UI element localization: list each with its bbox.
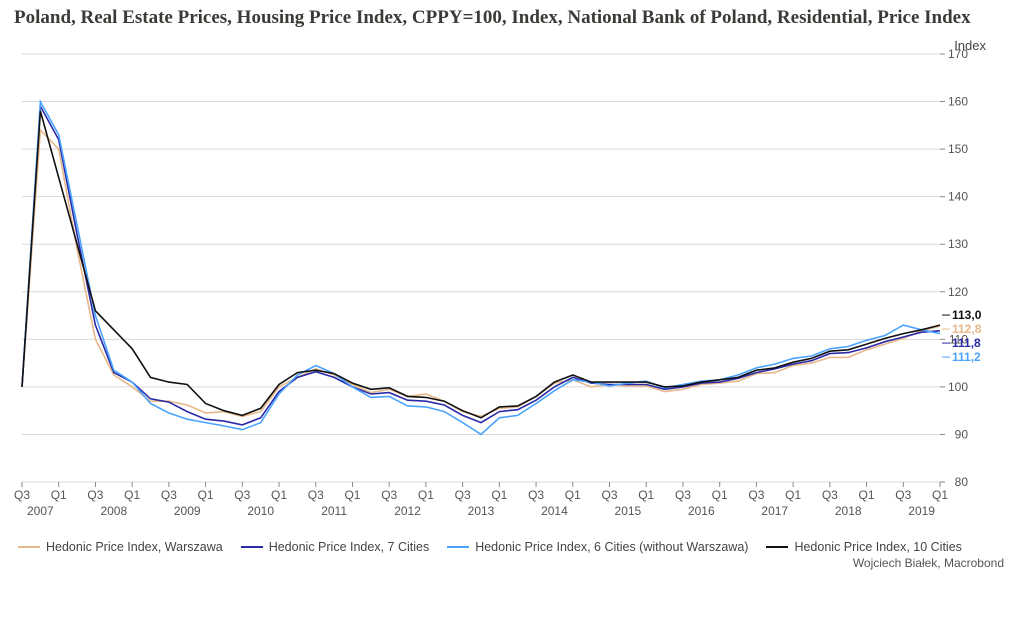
end-value-label: 111,8 [952,336,981,350]
x-year-label: 2011 [321,504,347,518]
series-cities10 [22,111,940,418]
legend-swatch [447,546,469,548]
x-year-label: 2019 [908,504,935,518]
x-quarter-label: Q1 [344,488,360,502]
legend-item-cities6: Hedonic Price Index, 6 Cities (without W… [447,540,748,554]
x-quarter-label: Q3 [675,488,691,502]
x-quarter-label: Q1 [565,488,581,502]
x-quarter-label: Q1 [785,488,801,502]
x-year-label: 2016 [688,504,715,518]
legend-item-cities10: Hedonic Price Index, 10 Cities [766,540,961,554]
y-tick-label: 120 [948,285,968,299]
x-quarter-label: Q1 [491,488,507,502]
legend-label: Hedonic Price Index, 10 Cities [794,540,961,554]
x-quarter-label: Q3 [14,488,30,502]
credit-line: Wojciech Białek, Macrobond [14,556,1010,570]
y-tick-label: 140 [948,189,968,203]
end-value-label: 113,0 [952,308,982,322]
series-warszawa [22,130,940,416]
legend-item-cities7: Hedonic Price Index, 7 Cities [241,540,430,554]
end-value-label: 111,2 [952,350,981,364]
x-year-label: 2007 [27,504,54,518]
series-cities7 [22,106,940,425]
legend-swatch [18,546,40,548]
x-quarter-label: Q1 [271,488,287,502]
x-year-label: 2018 [835,504,862,518]
y-tick-label: 100 [948,380,968,394]
x-quarter-label: Q3 [455,488,471,502]
x-quarter-label: Q3 [308,488,324,502]
chart-plot-area: Index8090100110120130140150160170Q3Q1Q3Q… [14,36,1010,536]
x-quarter-label: Q3 [602,488,618,502]
chart-container: Poland, Real Estate Prices, Housing Pric… [0,0,1024,628]
x-quarter-label: Q3 [528,488,544,502]
chart-svg: Index8090100110120130140150160170Q3Q1Q3Q… [14,36,1010,536]
y-tick-label: 90 [955,427,969,441]
x-quarter-label: Q1 [198,488,214,502]
x-year-label: 2017 [761,504,788,518]
legend: Hedonic Price Index, Warszawa Hedonic Pri… [14,540,1010,554]
x-quarter-label: Q3 [748,488,764,502]
legend-item-warszawa: Hedonic Price Index, Warszawa [18,540,223,554]
x-quarter-label: Q1 [418,488,434,502]
x-year-label: 2010 [247,504,274,518]
x-quarter-label: Q1 [124,488,140,502]
chart-title: Poland, Real Estate Prices, Housing Pric… [14,6,1010,30]
x-year-label: 2013 [468,504,495,518]
legend-swatch [766,546,788,548]
series-cities6 [22,101,940,434]
x-year-label: 2009 [174,504,201,518]
legend-label: Hedonic Price Index, 7 Cities [269,540,430,554]
x-quarter-label: Q1 [859,488,875,502]
x-year-label: 2008 [100,504,127,518]
y-tick-label: 150 [948,142,968,156]
y-tick-label: 170 [948,47,968,61]
end-value-label: 112,8 [952,322,982,336]
y-tick-label: 130 [948,237,968,251]
x-quarter-label: Q3 [381,488,397,502]
x-quarter-label: Q3 [895,488,911,502]
x-quarter-label: Q3 [161,488,177,502]
x-quarter-label: Q1 [51,488,67,502]
y-tick-label: 160 [948,94,968,108]
x-quarter-label: Q1 [712,488,728,502]
x-quarter-label: Q3 [822,488,838,502]
legend-label: Hedonic Price Index, Warszawa [46,540,223,554]
x-quarter-label: Q3 [87,488,103,502]
x-quarter-label: Q3 [234,488,250,502]
x-quarter-label: Q1 [932,488,948,502]
legend-label: Hedonic Price Index, 6 Cities (without W… [475,540,748,554]
y-tick-label: 80 [955,475,969,489]
x-year-label: 2015 [615,504,642,518]
x-quarter-label: Q1 [638,488,654,502]
legend-swatch [241,546,263,548]
x-year-label: 2012 [394,504,421,518]
x-year-label: 2014 [541,504,568,518]
